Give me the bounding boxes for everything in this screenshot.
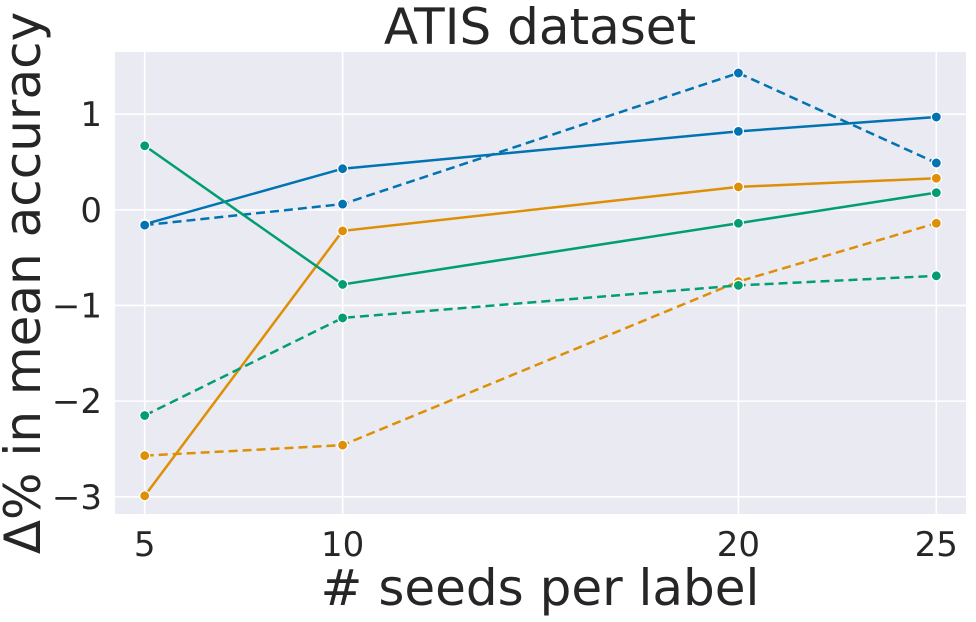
data-point — [732, 67, 745, 79]
data-point — [139, 409, 151, 422]
data-point — [930, 157, 942, 169]
x-tick-label: 25 — [915, 525, 958, 565]
x-axis-title: # seeds per label — [321, 559, 760, 617]
series-line — [144, 115, 937, 226]
data-point — [732, 125, 745, 137]
data-point — [930, 111, 942, 123]
data-point — [930, 172, 942, 184]
x-tick-label: 5 — [134, 525, 156, 565]
data-point — [336, 163, 349, 175]
data-point — [139, 490, 151, 502]
series-line — [144, 222, 937, 457]
y-axis-title: Δ% in mean accuracy — [0, 12, 52, 554]
series-3 — [139, 172, 942, 502]
data-point — [336, 439, 349, 451]
data-point — [336, 225, 349, 237]
series-line — [143, 177, 937, 497]
y-tick-label: 1 — [80, 95, 102, 135]
data-point — [336, 198, 349, 210]
y-tick-label: −2 — [52, 382, 102, 422]
y-tick-label: −3 — [52, 478, 102, 518]
data-point — [732, 279, 745, 291]
data-point — [930, 217, 942, 229]
chart-title: ATIS dataset — [384, 0, 696, 56]
data-point — [139, 219, 151, 231]
data-point — [930, 187, 942, 199]
series-line — [144, 274, 937, 417]
data-point — [139, 140, 151, 152]
x-tick-label: 10 — [321, 525, 364, 565]
data-point — [336, 278, 349, 291]
data-point — [732, 217, 745, 229]
plot-background — [115, 52, 966, 514]
series-layer — [139, 67, 942, 502]
series-5 — [139, 140, 942, 291]
data-point — [139, 450, 151, 462]
y-tick-label: −1 — [52, 286, 102, 326]
series-line — [143, 144, 937, 286]
data-point — [336, 312, 349, 324]
series-6 — [139, 270, 942, 422]
data-point — [930, 270, 942, 282]
data-point — [732, 181, 745, 193]
x-tick-label: 20 — [717, 525, 760, 565]
y-tick-label: 0 — [80, 191, 102, 231]
